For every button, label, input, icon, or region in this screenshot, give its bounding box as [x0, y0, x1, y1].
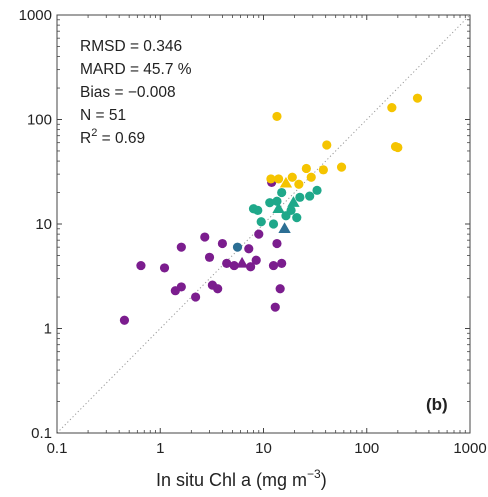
stat-r2-prefix: R: [80, 130, 91, 147]
data-point-triangle-purple: [235, 256, 249, 268]
y-tick-label: 0.1: [31, 425, 52, 442]
data-point-yellow: [306, 172, 316, 182]
data-point-yellow: [393, 142, 403, 153]
data-point-triangle-blue: [278, 222, 291, 234]
stat-mard: MARD = 45.7 %: [80, 61, 192, 78]
data-point-teal: [277, 187, 287, 198]
x-tick-label: 0.1: [47, 440, 68, 457]
stats-box: RMSD = 0.346 MARD = 45.7 % Bias = −0.008…: [80, 38, 192, 147]
data-point-yellow: [272, 111, 282, 122]
stat-bias: Bias = −0.008: [80, 84, 176, 101]
data-point-purple: [251, 255, 261, 265]
data-point-purple: [246, 262, 256, 272]
data-point-triangle-yellow: [279, 176, 293, 188]
data-point-teal: [305, 191, 315, 201]
stat-n: N = 51: [80, 107, 126, 124]
data-point-purple: [204, 252, 215, 262]
data-point-purple: [270, 302, 280, 312]
data-point-teal: [256, 217, 266, 227]
stat-rmsd: RMSD = 0.346: [80, 38, 182, 55]
data-point-purple: [159, 263, 170, 273]
stat-r2-suffix: = 0.69: [97, 130, 145, 147]
x-tick-label: 1: [156, 440, 164, 457]
data-point-yellow: [287, 172, 297, 182]
data-point-purple: [272, 238, 282, 249]
x-tick-label: 1000: [453, 440, 486, 457]
x-axis-title: In situ Chl a (mg m−3): [156, 467, 327, 490]
data-point-purple: [229, 260, 239, 271]
data-point-teal: [272, 196, 282, 206]
data-point-yellow: [294, 179, 304, 189]
x-axis-title-exp: −3: [307, 467, 321, 481]
data-point-yellow: [387, 102, 397, 113]
x-tick-label: 10: [255, 440, 272, 457]
data-point-purple: [268, 260, 279, 271]
data-point-purple: [176, 282, 186, 292]
y-tick-label: 100: [27, 112, 52, 129]
data-point-purple: [244, 244, 254, 254]
data-point-teal: [253, 205, 263, 215]
data-point-yellow: [336, 162, 347, 172]
data-point-purple: [176, 242, 186, 252]
data-point-purple: [200, 232, 210, 242]
data-point-yellow: [273, 174, 284, 184]
stat-r2-exp: 2: [91, 127, 97, 139]
data-point-triangle-teal: [272, 202, 285, 213]
stat-r2: R2 = 0.69: [80, 127, 145, 147]
data-point-purple: [136, 260, 146, 271]
data-point-teal: [286, 205, 296, 215]
axis-ticks: 0.10.1 1 1 10 10 100 100 1000 1000: [19, 7, 487, 457]
data-point-blue: [232, 242, 243, 252]
data-point-teal: [265, 198, 275, 208]
data-point-yellow: [266, 174, 276, 184]
data-point-yellow: [318, 165, 328, 175]
data-points: [119, 93, 423, 325]
x-axis-title-main: In situ Chl a (mg m: [156, 470, 307, 490]
data-point-yellow: [412, 93, 423, 103]
y-tick-label: 10: [35, 216, 52, 233]
x-axis-title-tail: ): [321, 470, 327, 490]
data-point-purple: [213, 284, 223, 294]
data-point-teal: [295, 192, 305, 202]
data-point-teal: [292, 213, 302, 223]
data-point-teal: [312, 185, 322, 195]
data-point-purple: [191, 292, 201, 302]
data-point-purple: [222, 258, 232, 268]
data-point-yellow: [322, 140, 332, 150]
data-point-purple: [254, 229, 264, 239]
data-point-yellow: [301, 163, 311, 174]
panel-label: (b): [426, 395, 448, 414]
data-point-purple: [119, 315, 130, 325]
x-tick-label: 100: [354, 440, 379, 457]
data-point-teal: [268, 219, 279, 229]
data-point-purple: [277, 258, 287, 268]
data-point-purple: [217, 238, 228, 249]
data-point-triangle-teal: [287, 196, 300, 207]
data-point-purple: [275, 284, 285, 294]
y-tick-label: 1: [44, 321, 52, 338]
y-tick-label: 1000: [19, 7, 52, 24]
